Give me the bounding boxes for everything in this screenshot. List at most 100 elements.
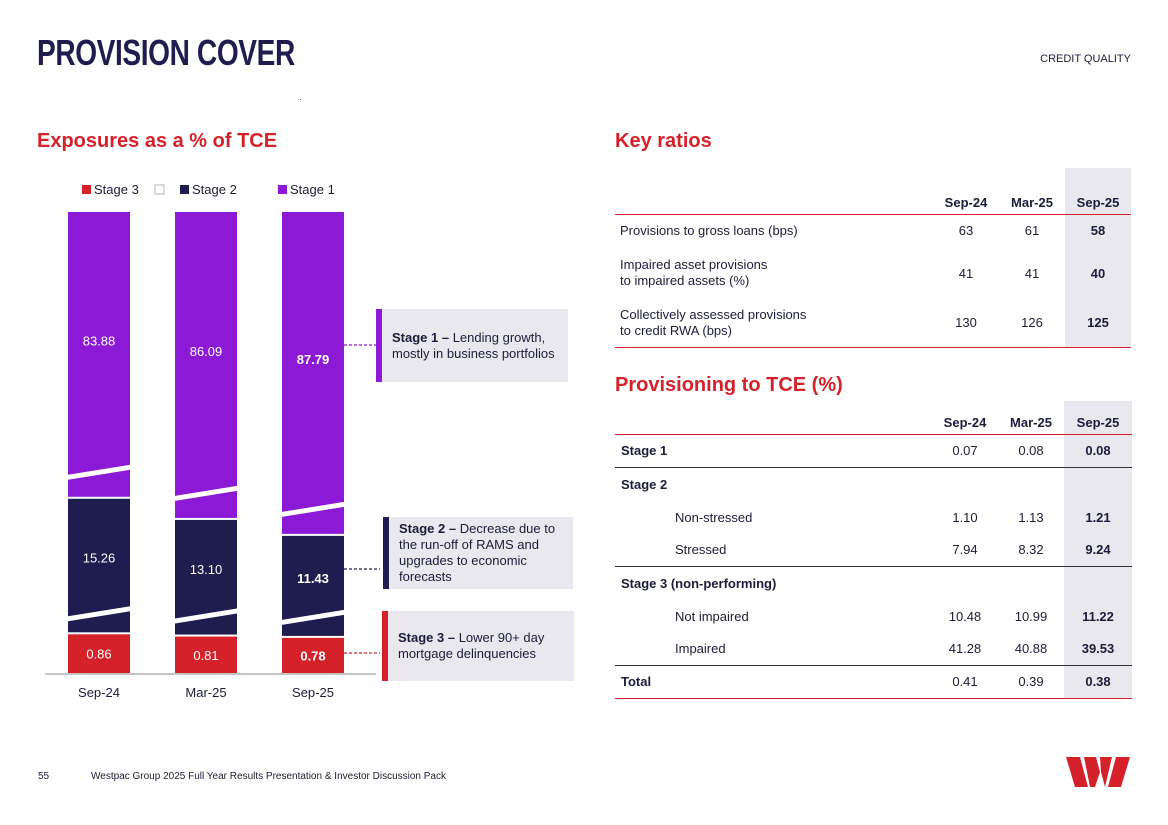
- legend-swatch-3: [278, 185, 287, 194]
- stage2-callout-accent: [383, 517, 389, 589]
- ratios-col-mar25: Mar-25: [999, 168, 1065, 215]
- table-row: Collectively assessed provisions to credi…: [615, 299, 1131, 348]
- cell-value: 1.10: [952, 509, 978, 525]
- label-stage1-Sep-25: 87.79: [297, 352, 330, 367]
- stage2-callout-title: Stage 2 –: [399, 521, 457, 536]
- page-number: 55: [38, 771, 50, 782]
- exposures-heading: Exposures as a % of TCE: [37, 130, 278, 152]
- cell-value: 0.39: [998, 665, 1064, 699]
- label-stage1-Sep-24: 83.88: [83, 333, 116, 348]
- provisioning-heading: Provisioning to TCE (%): [615, 374, 843, 396]
- ratios-col-sep24: Sep-24: [933, 168, 999, 215]
- prov-col-sep25: Sep-25: [1064, 401, 1132, 435]
- label-stage3-Sep-25: 0.78: [300, 648, 325, 663]
- stage1-callout: Stage 1 – Lending growth, mostly in busi…: [376, 309, 568, 382]
- row-label-line2: to impaired assets (%): [620, 273, 750, 288]
- table-row: Stressed 7.94 8.32 9.24: [615, 533, 1132, 567]
- table-row: Non-stressed 1.10 1.13 1.21: [615, 501, 1132, 533]
- row-label: Provisions to gross loans (bps): [620, 223, 798, 239]
- footer-text: Westpac Group 2025 Full Year Results Pre…: [91, 771, 446, 782]
- bar-stage3-Mar-25: [175, 636, 237, 673]
- table-row: Stage 3 (non-performing): [615, 566, 1132, 600]
- row-label: Not impaired: [675, 608, 749, 624]
- cell-value-highlight: 58: [1065, 214, 1131, 247]
- cell-value-highlight: 40: [1065, 247, 1131, 299]
- section-tag: CREDIT QUALITY: [1040, 53, 1131, 65]
- cell-value: 0.41: [932, 665, 998, 699]
- cell-value-highlight: 11.22: [1064, 600, 1132, 632]
- label-stage2-Sep-24: 15.26: [83, 551, 116, 566]
- row-label: Stage 3 (non-performing): [621, 575, 777, 591]
- table-row: Stage 2: [615, 467, 1132, 501]
- cell-value: 130: [933, 299, 999, 348]
- row-label: Stage 2: [621, 476, 668, 492]
- legend-label-1: Stage 3: [94, 182, 139, 197]
- table-row: Impaired asset provisions to impaired ass…: [615, 247, 1131, 299]
- legend-label-2: Stage 2: [192, 182, 237, 197]
- row-label: Impaired asset provisions to impaired ass…: [615, 247, 933, 299]
- axis-break-stage1-Sep-24: [68, 464, 130, 480]
- table-row: Total 0.41 0.39 0.38: [615, 665, 1132, 699]
- cell-value: 41: [1024, 265, 1040, 281]
- cell-value: 1.13: [1018, 509, 1044, 525]
- cell-value: 0.07: [932, 434, 998, 468]
- cell-value-highlight: 39.53: [1064, 632, 1132, 666]
- label-stage2-Mar-25: 13.10: [190, 562, 223, 577]
- provisioning-table: Sep-24 Mar-25 Sep-25 Stage 1 0.07 0.08 0…: [615, 401, 1132, 699]
- axis-break-stage2-Sep-24: [68, 606, 130, 622]
- cell-value-highlight: 9.24: [1064, 533, 1132, 567]
- stage1-callout-accent: [376, 309, 382, 382]
- cell-value: 126: [999, 299, 1065, 348]
- stage1-callout-text: Lending growth, mostly in business portf…: [392, 329, 555, 361]
- cell-value: 10.99: [1014, 608, 1048, 624]
- table-row: Provisions to gross loans (bps) 63 61 58: [615, 214, 1131, 247]
- stage3-callout-text: Lower 90+ day mortgage delinquencies: [398, 630, 545, 661]
- legend-label-3: Stage 1: [290, 182, 335, 197]
- stray-dot: [300, 99, 301, 100]
- stage2-callout-text: Decrease due to the run-off of RAMS and …: [399, 521, 556, 584]
- bar-stage1-Mar-25: [175, 212, 237, 518]
- cell-value-highlight: 1.21: [1064, 501, 1132, 533]
- bar-stage1-Sep-24: [68, 212, 130, 497]
- row-label-line1: Collectively assessed provisions: [620, 306, 807, 322]
- axis-break-stage1-Mar-25: [175, 485, 237, 501]
- cell-value-highlight: 125: [1065, 299, 1131, 348]
- cell-value: 10.48: [948, 608, 982, 624]
- row-label: Non-stressed: [675, 509, 753, 525]
- row-label: Stressed: [615, 533, 932, 567]
- bar-stage3-Sep-25: [282, 637, 344, 673]
- x-tick-Sep-25: Sep-25: [292, 685, 334, 700]
- row-label: Total: [615, 665, 932, 699]
- legend-empty-swatch: [154, 184, 165, 195]
- row-label: Stage 1: [615, 434, 932, 468]
- bar-stage1-Sep-25: [282, 212, 344, 534]
- exposures-stacked-bar-chart: Stage 3 Stage 2 Stage 1 83.88 15.26 0.86 Sep-2…: [45, 182, 380, 700]
- stage1-callout-title: Stage 1 –: [392, 329, 450, 345]
- axis-break-stage2-Mar-25: [175, 608, 237, 624]
- x-tick-Mar-25: Mar-25: [185, 685, 226, 700]
- row-label: Collectively assessed provisions to credi…: [615, 299, 933, 348]
- table-row: Not impaired 10.48 10.99 11.22: [615, 600, 1132, 632]
- cell-value: 0.08: [998, 434, 1064, 468]
- key-ratios-table: Sep-24 Mar-25 Sep-25 Provisions to gross…: [615, 168, 1131, 348]
- ratios-header-row: Sep-24 Mar-25 Sep-25: [615, 168, 1131, 215]
- table-row: Impaired 41.28 40.88 39.53: [615, 632, 1132, 666]
- cell-value: 7.94: [932, 533, 998, 567]
- cell-value: 40.88: [998, 632, 1064, 666]
- westpac-logo-icon: [1066, 757, 1130, 787]
- key-ratios-heading: Key ratios: [615, 130, 712, 152]
- ratios-col-sep25: Sep-25: [1065, 168, 1131, 215]
- page-title: PROVISION COVER: [37, 32, 295, 73]
- label-stage3-Mar-25: 0.81: [193, 648, 218, 663]
- prov-col-mar25: Mar-25: [998, 401, 1064, 435]
- legend-swatch-1: [82, 185, 91, 194]
- cell-value: 41: [958, 265, 974, 281]
- cell-value: 63: [958, 223, 974, 239]
- stage2-callout: Stage 2 – Decrease due to the run-off of…: [383, 517, 573, 589]
- table-row: Stage 1 0.07 0.08 0.08: [615, 434, 1132, 468]
- x-tick-Sep-24: Sep-24: [78, 685, 120, 700]
- axis-break-stage2-Sep-25: [282, 609, 344, 625]
- stage3-callout-title: Stage 3 –: [398, 630, 456, 645]
- cell-value: 8.32: [998, 533, 1064, 567]
- stage3-callout-accent: [382, 611, 388, 681]
